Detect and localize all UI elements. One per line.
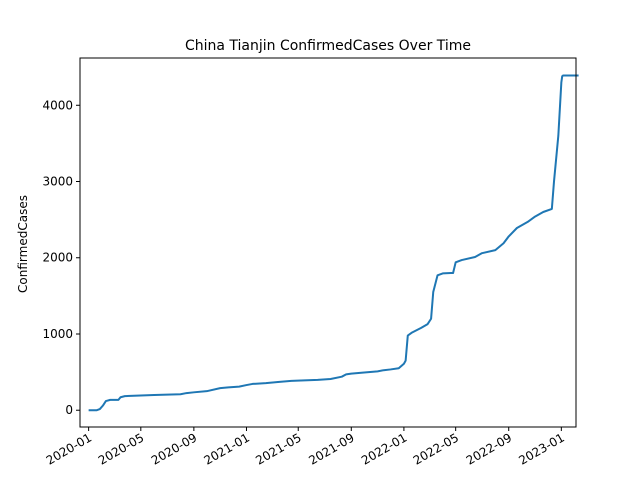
y-tick-label: 1000 (42, 327, 73, 341)
data-series-line (88, 74, 579, 412)
y-axis-label: ConfirmedCases (16, 195, 30, 293)
y-tick-label: 3000 (42, 175, 73, 189)
chart-title: China Tianjin ConfirmedCases Over Time (185, 38, 471, 54)
y-tick-label: 2000 (42, 251, 73, 265)
y-tick-label: 4000 (42, 98, 73, 112)
axes-frame (79, 57, 577, 428)
y-tick-label: 0 (65, 403, 73, 417)
